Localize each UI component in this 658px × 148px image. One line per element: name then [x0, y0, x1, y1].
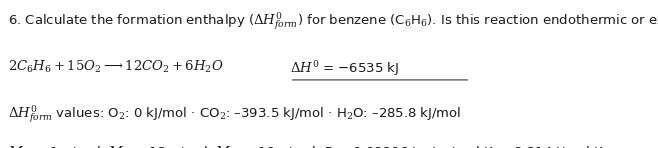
- Text: $\Delta H^{0}_{form}$ values: O$_2$: 0 kJ/mol · CO$_2$: –393.5 kJ/mol · H$_2$O: : $\Delta H^{0}_{form}$ values: O$_2$: 0 k…: [8, 104, 461, 125]
- Text: $M_H$ = 1 g/mol, $M_C$ = 12 g/mol, $M_O$ = 16 g/mol, R = 0.08206 L.atm/mol.K or : $M_H$ = 1 g/mol, $M_C$ = 12 g/mol, $M_O$…: [8, 144, 604, 148]
- Text: $2C_6H_6 + 15O_2 \longrightarrow 12CO_2 + 6H_2O$: $2C_6H_6 + 15O_2 \longrightarrow 12CO_2 …: [8, 59, 224, 75]
- Text: $\Delta H^{0}$ = −6535 kJ: $\Delta H^{0}$ = −6535 kJ: [290, 59, 399, 78]
- Text: 6. Calculate the formation enthalpy ($\Delta H^{0}_{form}$) for benzene (C$_6$H$: 6. Calculate the formation enthalpy ($\D…: [8, 10, 658, 32]
